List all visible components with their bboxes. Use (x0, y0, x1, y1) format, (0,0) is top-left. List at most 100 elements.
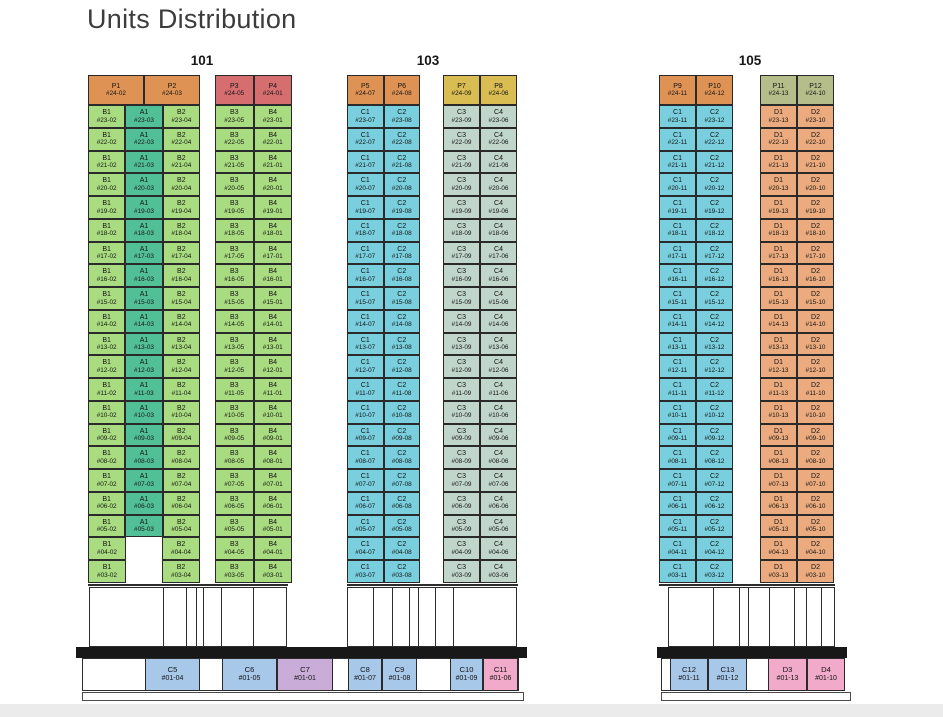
unit-cell[interactable]: B3 #17-05 (215, 241, 254, 265)
unit-cell[interactable]: C1 #20-11 (659, 173, 696, 196)
unit-cell[interactable]: B1 #03-02 (88, 560, 126, 583)
unit-cell[interactable]: D1 #12-13 (760, 355, 797, 378)
unit-cell[interactable]: B1 #05-02 (88, 514, 126, 538)
ground-unit-cell[interactable]: C9 #01-08 (382, 658, 417, 691)
unit-cell[interactable]: A1 #18-03 (125, 218, 163, 242)
unit-cell[interactable]: C1 #09-07 (347, 423, 384, 447)
unit-cell[interactable]: B2 #14-04 (162, 309, 200, 333)
unit-cell[interactable]: B1 #17-02 (88, 241, 126, 265)
unit-cell[interactable]: C2 #23-08 (383, 105, 420, 128)
unit-cell[interactable]: B1 #09-02 (88, 423, 126, 447)
unit-cell[interactable]: C3 #05-09 (443, 514, 480, 538)
unit-cell[interactable]: C2 #04-12 (696, 537, 733, 560)
unit-cell[interactable]: C3 #04-09 (443, 537, 480, 560)
unit-cell[interactable]: B4 #06-01 (253, 491, 292, 515)
unit-cell[interactable]: B4 #08-01 (253, 446, 292, 469)
unit-cell[interactable]: C1 #21-11 (659, 150, 696, 174)
unit-cell[interactable]: D2 #12-10 (797, 355, 834, 378)
unit-cell[interactable]: C1 #17-07 (347, 241, 384, 265)
unit-cell[interactable]: B1 #19-02 (88, 196, 126, 219)
unit-cell[interactable]: B4 #23-01 (253, 105, 292, 128)
unit-cell[interactable]: C4 #21-06 (480, 150, 517, 174)
unit-cell[interactable]: C3 #16-09 (443, 264, 480, 287)
unit-cell[interactable]: C3 #07-09 (443, 469, 480, 492)
unit-cell[interactable]: C3 #15-09 (443, 287, 480, 310)
unit-cell[interactable]: B2 #17-04 (162, 241, 200, 265)
unit-cell[interactable]: C1 #18-11 (659, 218, 696, 242)
penthouse-cell[interactable]: P6 #24-08 (383, 75, 420, 105)
unit-cell[interactable]: C3 #22-09 (443, 127, 480, 151)
unit-cell[interactable]: D1 #19-13 (760, 196, 797, 219)
unit-cell[interactable]: B4 #13-01 (253, 332, 292, 356)
unit-cell[interactable]: C2 #10-12 (696, 400, 733, 424)
unit-cell[interactable]: C2 #04-08 (383, 537, 420, 560)
unit-cell[interactable]: C2 #18-08 (383, 218, 420, 242)
unit-cell[interactable]: C1 #14-11 (659, 309, 696, 333)
unit-cell[interactable]: D1 #13-13 (760, 332, 797, 356)
unit-cell[interactable]: B2 #15-04 (162, 287, 200, 310)
unit-cell[interactable]: D1 #23-13 (760, 105, 797, 128)
unit-cell[interactable]: C2 #16-12 (696, 264, 733, 287)
unit-cell[interactable]: C4 #13-06 (480, 332, 517, 356)
unit-cell[interactable]: C2 #16-08 (383, 264, 420, 287)
unit-cell[interactable]: C2 #20-08 (383, 173, 420, 196)
unit-cell[interactable]: C4 #05-06 (480, 514, 517, 538)
unit-cell[interactable]: B2 #05-04 (162, 514, 200, 538)
unit-cell[interactable]: C3 #09-09 (443, 423, 480, 447)
unit-cell[interactable]: B1 #08-02 (88, 446, 126, 469)
unit-cell[interactable]: B3 #15-05 (215, 287, 254, 310)
unit-cell[interactable]: C2 #11-12 (696, 378, 733, 401)
unit-cell[interactable]: C2 #10-08 (383, 400, 420, 424)
unit-cell[interactable]: C4 #07-06 (480, 469, 517, 492)
unit-cell[interactable]: B3 #11-05 (215, 378, 254, 401)
unit-cell[interactable]: D2 #03-10 (797, 560, 834, 583)
unit-cell[interactable]: C2 #08-08 (383, 446, 420, 469)
unit-cell[interactable]: C4 #17-06 (480, 241, 517, 265)
unit-cell[interactable]: B2 #21-04 (162, 150, 200, 174)
unit-cell[interactable]: C4 #20-06 (480, 173, 517, 196)
unit-cell[interactable]: C2 #05-12 (696, 514, 733, 538)
unit-cell[interactable]: A1 #08-03 (125, 446, 163, 469)
unit-cell[interactable]: B3 #07-05 (215, 469, 254, 492)
unit-cell[interactable]: A1 #10-03 (125, 400, 163, 424)
unit-cell[interactable]: C1 #05-11 (659, 514, 696, 538)
unit-cell[interactable]: C3 #06-09 (443, 491, 480, 515)
unit-cell[interactable]: C3 #20-09 (443, 173, 480, 196)
unit-cell[interactable]: C2 #22-08 (383, 127, 420, 151)
unit-cell[interactable]: D1 #08-13 (760, 446, 797, 469)
unit-cell[interactable]: B1 #15-02 (88, 287, 126, 310)
unit-cell[interactable]: C1 #15-07 (347, 287, 384, 310)
unit-cell[interactable]: C3 #14-09 (443, 309, 480, 333)
unit-cell[interactable]: B1 #12-02 (88, 355, 126, 378)
unit-cell[interactable]: A1 #07-03 (125, 469, 163, 492)
unit-cell[interactable]: B2 #18-04 (162, 218, 200, 242)
unit-cell[interactable]: C1 #23-11 (659, 105, 696, 128)
unit-cell[interactable]: B4 #04-01 (253, 537, 292, 560)
unit-cell[interactable]: C1 #23-07 (347, 105, 384, 128)
unit-cell[interactable]: C4 #16-06 (480, 264, 517, 287)
unit-cell[interactable]: C2 #15-08 (383, 287, 420, 310)
unit-cell[interactable]: B3 #18-05 (215, 218, 254, 242)
unit-cell[interactable]: D2 #20-10 (797, 173, 834, 196)
penthouse-cell[interactable]: P10 #24-12 (696, 75, 733, 105)
unit-cell[interactable]: C2 #21-08 (383, 150, 420, 174)
unit-cell[interactable]: B4 #07-01 (253, 469, 292, 492)
unit-cell[interactable]: A1 #14-03 (125, 309, 163, 333)
unit-cell[interactable]: C2 #11-08 (383, 378, 420, 401)
unit-cell[interactable]: A1 #17-03 (125, 241, 163, 265)
unit-cell[interactable]: C2 #17-08 (383, 241, 420, 265)
unit-cell[interactable]: B1 #14-02 (88, 309, 126, 333)
unit-cell[interactable]: A1 #21-03 (125, 150, 163, 174)
unit-cell[interactable]: D2 #19-10 (797, 196, 834, 219)
unit-cell[interactable]: C2 #06-08 (383, 491, 420, 515)
unit-cell[interactable]: A1 #19-03 (125, 196, 163, 219)
unit-cell[interactable]: C2 #09-12 (696, 423, 733, 447)
unit-cell[interactable]: C1 #07-07 (347, 469, 384, 492)
unit-cell[interactable]: B4 #14-01 (253, 309, 292, 333)
unit-cell[interactable]: D2 #18-10 (797, 218, 834, 242)
unit-cell[interactable]: B2 #16-04 (162, 264, 200, 287)
unit-cell[interactable]: B1 #06-02 (88, 491, 126, 515)
ground-unit-cell[interactable]: C10 #01-09 (450, 658, 483, 691)
unit-cell[interactable]: C1 #22-11 (659, 127, 696, 151)
unit-cell[interactable]: C1 #21-07 (347, 150, 384, 174)
